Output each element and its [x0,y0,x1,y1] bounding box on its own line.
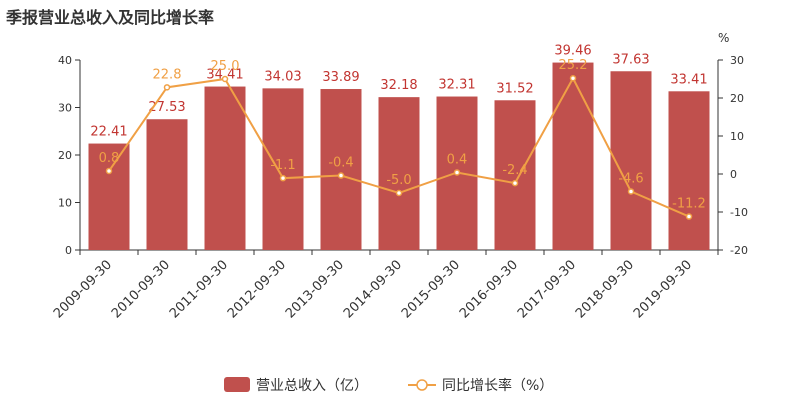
x-tick-label: 2019-09-30 [631,257,695,321]
revenue-bar-label: 34.41 [206,68,243,83]
growth-point-label: -1.1 [270,158,295,173]
y-right-tick-label: 0 [730,168,737,181]
growth-point [569,74,577,82]
revenue-bar-label: 22.41 [90,125,127,140]
revenue-bar-label: 32.18 [380,78,417,93]
y-left-tick-label: 30 [58,102,72,115]
growth-point [511,179,519,187]
x-tick-label: 2017-09-30 [515,257,579,321]
revenue-bar [88,143,130,250]
revenue-bar-label: 33.41 [670,72,707,87]
growth-point [337,172,345,179]
growth-point-label: -2.4 [502,163,527,178]
x-tick-label: 2015-09-30 [399,257,463,321]
revenue-bar [552,62,594,250]
chart-title: 季报营业总收入及同比增长率 [6,8,215,27]
legend-growth-marker [416,379,428,391]
x-tick-label: 2014-09-30 [341,257,405,321]
y-right-unit: % [718,31,729,45]
y-left-tick-label: 10 [58,197,72,210]
revenue-bar [320,89,362,251]
revenue-bar [262,88,304,250]
revenue-bar [204,86,246,251]
y-left-tick-label: 20 [58,149,72,162]
growth-point [221,75,229,83]
legend-growth-label: 同比增长率（%） [442,377,553,394]
y-left-tick-label: 40 [58,54,72,67]
growth-point [279,174,287,182]
revenue-bar-label: 34.03 [264,69,301,84]
growth-point [395,189,403,197]
x-tick-label: 2018-09-30 [573,257,637,321]
revenue-bar [146,119,188,250]
revenue-bar-label: 27.53 [148,100,185,115]
growth-point-label: 22.8 [153,67,182,82]
growth-point-label: 25.0 [211,59,240,74]
revenue-bar-label: 31.52 [496,81,533,96]
y-left-tick-label: 0 [65,244,72,257]
revenue-bar [378,97,420,251]
growth-point [627,188,635,195]
x-tick-label: 2009-09-30 [51,257,115,321]
x-tick-label: 2016-09-30 [457,257,521,321]
y-right-tick-label: -20 [730,244,748,257]
growth-point-label: -4.6 [618,171,643,186]
revenue-bar [494,100,536,250]
growth-point-label: -11.2 [672,197,706,212]
revenue-bar-label: 37.63 [612,52,649,67]
y-right-tick-label: -10 [730,206,748,219]
growth-point-label: 25.2 [559,58,588,73]
growth-point-label: -0.4 [328,156,353,171]
legend-revenue-label: 营业总收入（亿） [256,378,368,394]
revenue-bar-label: 33.89 [322,70,359,85]
x-tick-label: 2013-09-30 [283,257,347,321]
y-right-tick-label: 20 [730,92,744,105]
revenue-bar [668,91,710,251]
revenue-bar-label: 39.46 [554,44,591,59]
growth-point [163,84,171,91]
y-right-tick-label: 30 [730,54,744,67]
growth-point-label: 0.4 [447,152,468,167]
x-tick-label: 2010-09-30 [109,257,173,321]
x-tick-label: 2011-09-30 [167,257,231,321]
revenue-bar-label: 32.31 [438,78,475,93]
growth-point [105,167,113,175]
y-right-tick-label: 10 [730,130,744,143]
growth-point [453,169,461,176]
revenue-bar [610,71,652,250]
growth-point [685,213,693,220]
x-tick-label: 2012-09-30 [225,257,289,321]
growth-point-label: 0.8 [99,151,120,166]
growth-point-label: -5.0 [386,173,411,188]
legend-revenue-swatch [224,377,250,392]
